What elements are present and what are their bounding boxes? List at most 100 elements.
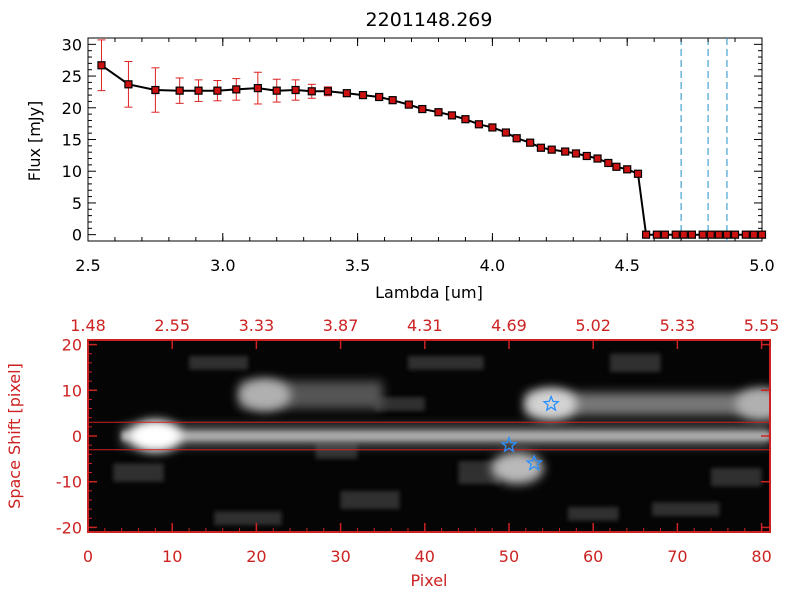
data-point-35	[633, 169, 643, 178]
spectral-image-plot	[88, 340, 770, 532]
image-blob-0	[129, 420, 182, 452]
top-tick-label-4: 4.31	[407, 316, 443, 335]
data-point-13	[358, 90, 368, 100]
data-point-22	[488, 123, 497, 132]
data-point-5	[213, 86, 222, 95]
noise-patch-9	[189, 356, 248, 370]
x-tick-label-top-1: 3.0	[210, 256, 235, 275]
data-point-29	[571, 149, 581, 158]
data-point-47	[741, 230, 750, 239]
y-tick-label-top-2: 10	[62, 162, 82, 181]
data-point-44	[714, 230, 723, 239]
data-point-32	[604, 158, 613, 168]
data-point-28	[561, 147, 570, 156]
data-point-4	[194, 86, 203, 95]
plot-frame-top	[87, 37, 763, 242]
x-tick-label-top-5: 5.0	[749, 256, 774, 275]
noise-patch-10	[567, 506, 619, 521]
data-point-16	[404, 100, 413, 109]
data-point-41	[687, 230, 697, 239]
top-tick-label-1: 2.55	[154, 316, 190, 335]
y-tick-label-bottom-2: 0	[72, 427, 82, 446]
y-tick-label-top-5: 25	[62, 67, 82, 86]
data-point-34	[623, 165, 632, 174]
data-point-26	[536, 143, 546, 152]
data-point-46	[730, 230, 740, 239]
data-point-10	[307, 87, 316, 96]
noise-patch-8	[711, 468, 762, 487]
noise-patch-0	[113, 463, 164, 482]
data-point-18	[434, 108, 443, 117]
data-point-24	[512, 134, 521, 143]
chart-title: 2201148.269	[366, 9, 493, 31]
y-tick-label-bottom-3: 10	[62, 381, 82, 400]
data-point-6	[232, 85, 241, 94]
data-point-42	[698, 230, 707, 239]
data-point-9	[291, 85, 300, 95]
image-blob-1	[238, 378, 291, 411]
data-point-27	[547, 145, 556, 154]
image-blob-4	[735, 388, 770, 420]
y-tick-label-top-0: 0	[72, 226, 82, 245]
y-tick-label-bottom-1: -10	[56, 473, 82, 492]
image-blob-3	[491, 452, 544, 484]
noise-patch-2	[340, 490, 400, 510]
data-point-39	[671, 230, 680, 239]
data-point-36	[641, 230, 651, 239]
top-tick-label-2: 3.33	[239, 316, 275, 335]
x-axis-label-bottom: Pixel	[410, 571, 447, 590]
image-blob-2	[525, 388, 578, 420]
x-tick-label-bottom-1: 10	[162, 547, 182, 566]
noise-patch-1	[214, 511, 282, 526]
data-point-17	[418, 104, 427, 114]
top-tick-label-7: 5.33	[660, 316, 696, 335]
x-tick-label-bottom-8: 80	[751, 547, 771, 566]
source-star-2	[525, 454, 544, 471]
data-point-31	[593, 154, 602, 163]
data-point-40	[679, 230, 688, 239]
noise-patch-6	[652, 502, 720, 516]
data-point-15	[388, 96, 397, 105]
data-point-33	[612, 162, 621, 171]
spectrum-plot: 2.5 3.0 3.5 4.0 4.5 5.0 0 5 10 15 20 25 30	[62, 35, 775, 275]
y-axis-label-bottom: Space Shift [pixel]	[5, 363, 24, 509]
data-point-23	[501, 128, 510, 137]
x-tick-label-bottom-0: 0	[83, 547, 93, 566]
y-tick-label-top-4: 20	[62, 99, 82, 118]
data-point-45	[722, 230, 732, 239]
data-point-19	[447, 111, 457, 120]
trace-core	[121, 431, 770, 441]
data-point-0	[97, 61, 106, 70]
noise-patch-4	[458, 461, 501, 484]
x-tick-label-bottom-2: 20	[246, 547, 266, 566]
noise-patch-3	[407, 356, 484, 370]
data-point-25	[526, 138, 535, 147]
data-point-48	[749, 230, 759, 239]
data-point-30	[582, 151, 591, 161]
source-star-1	[500, 435, 518, 453]
y-tick-label-bottom-0: -20	[56, 518, 82, 537]
x-tick-label-bottom-3: 30	[330, 547, 350, 566]
data-point-38	[660, 230, 670, 239]
image-blobs	[113, 353, 770, 526]
x-tick-label-top-2: 3.5	[345, 256, 370, 275]
data-point-8	[272, 86, 281, 95]
y-tick-label-top-1: 5	[72, 194, 82, 213]
top-tick-label-3: 3.87	[323, 316, 359, 335]
source-star-0	[542, 394, 560, 412]
data-point-21	[474, 120, 484, 129]
data-point-1	[124, 80, 133, 89]
x-axis-label-top: Lambda [um]	[375, 283, 483, 302]
x-tick-label-bottom-6: 60	[583, 547, 603, 566]
image-axes: 0 10 20 30 40 50 60 70 80 1.48 2.55 3.33 3.87 4.31 4.6…	[56, 316, 780, 566]
data-point-7	[253, 84, 262, 93]
top-tick-label-6: 5.02	[575, 316, 611, 335]
y-axis-label-top: Flux [mJy]	[25, 101, 44, 182]
data-point-49	[757, 230, 767, 239]
x-tick-label-bottom-5: 50	[499, 547, 519, 566]
y-tick-label-top-6: 30	[62, 35, 82, 54]
y-tick-label-top-3: 15	[62, 131, 82, 150]
y-tick-label-bottom-4: 20	[62, 336, 82, 355]
data-point-11	[323, 87, 333, 96]
